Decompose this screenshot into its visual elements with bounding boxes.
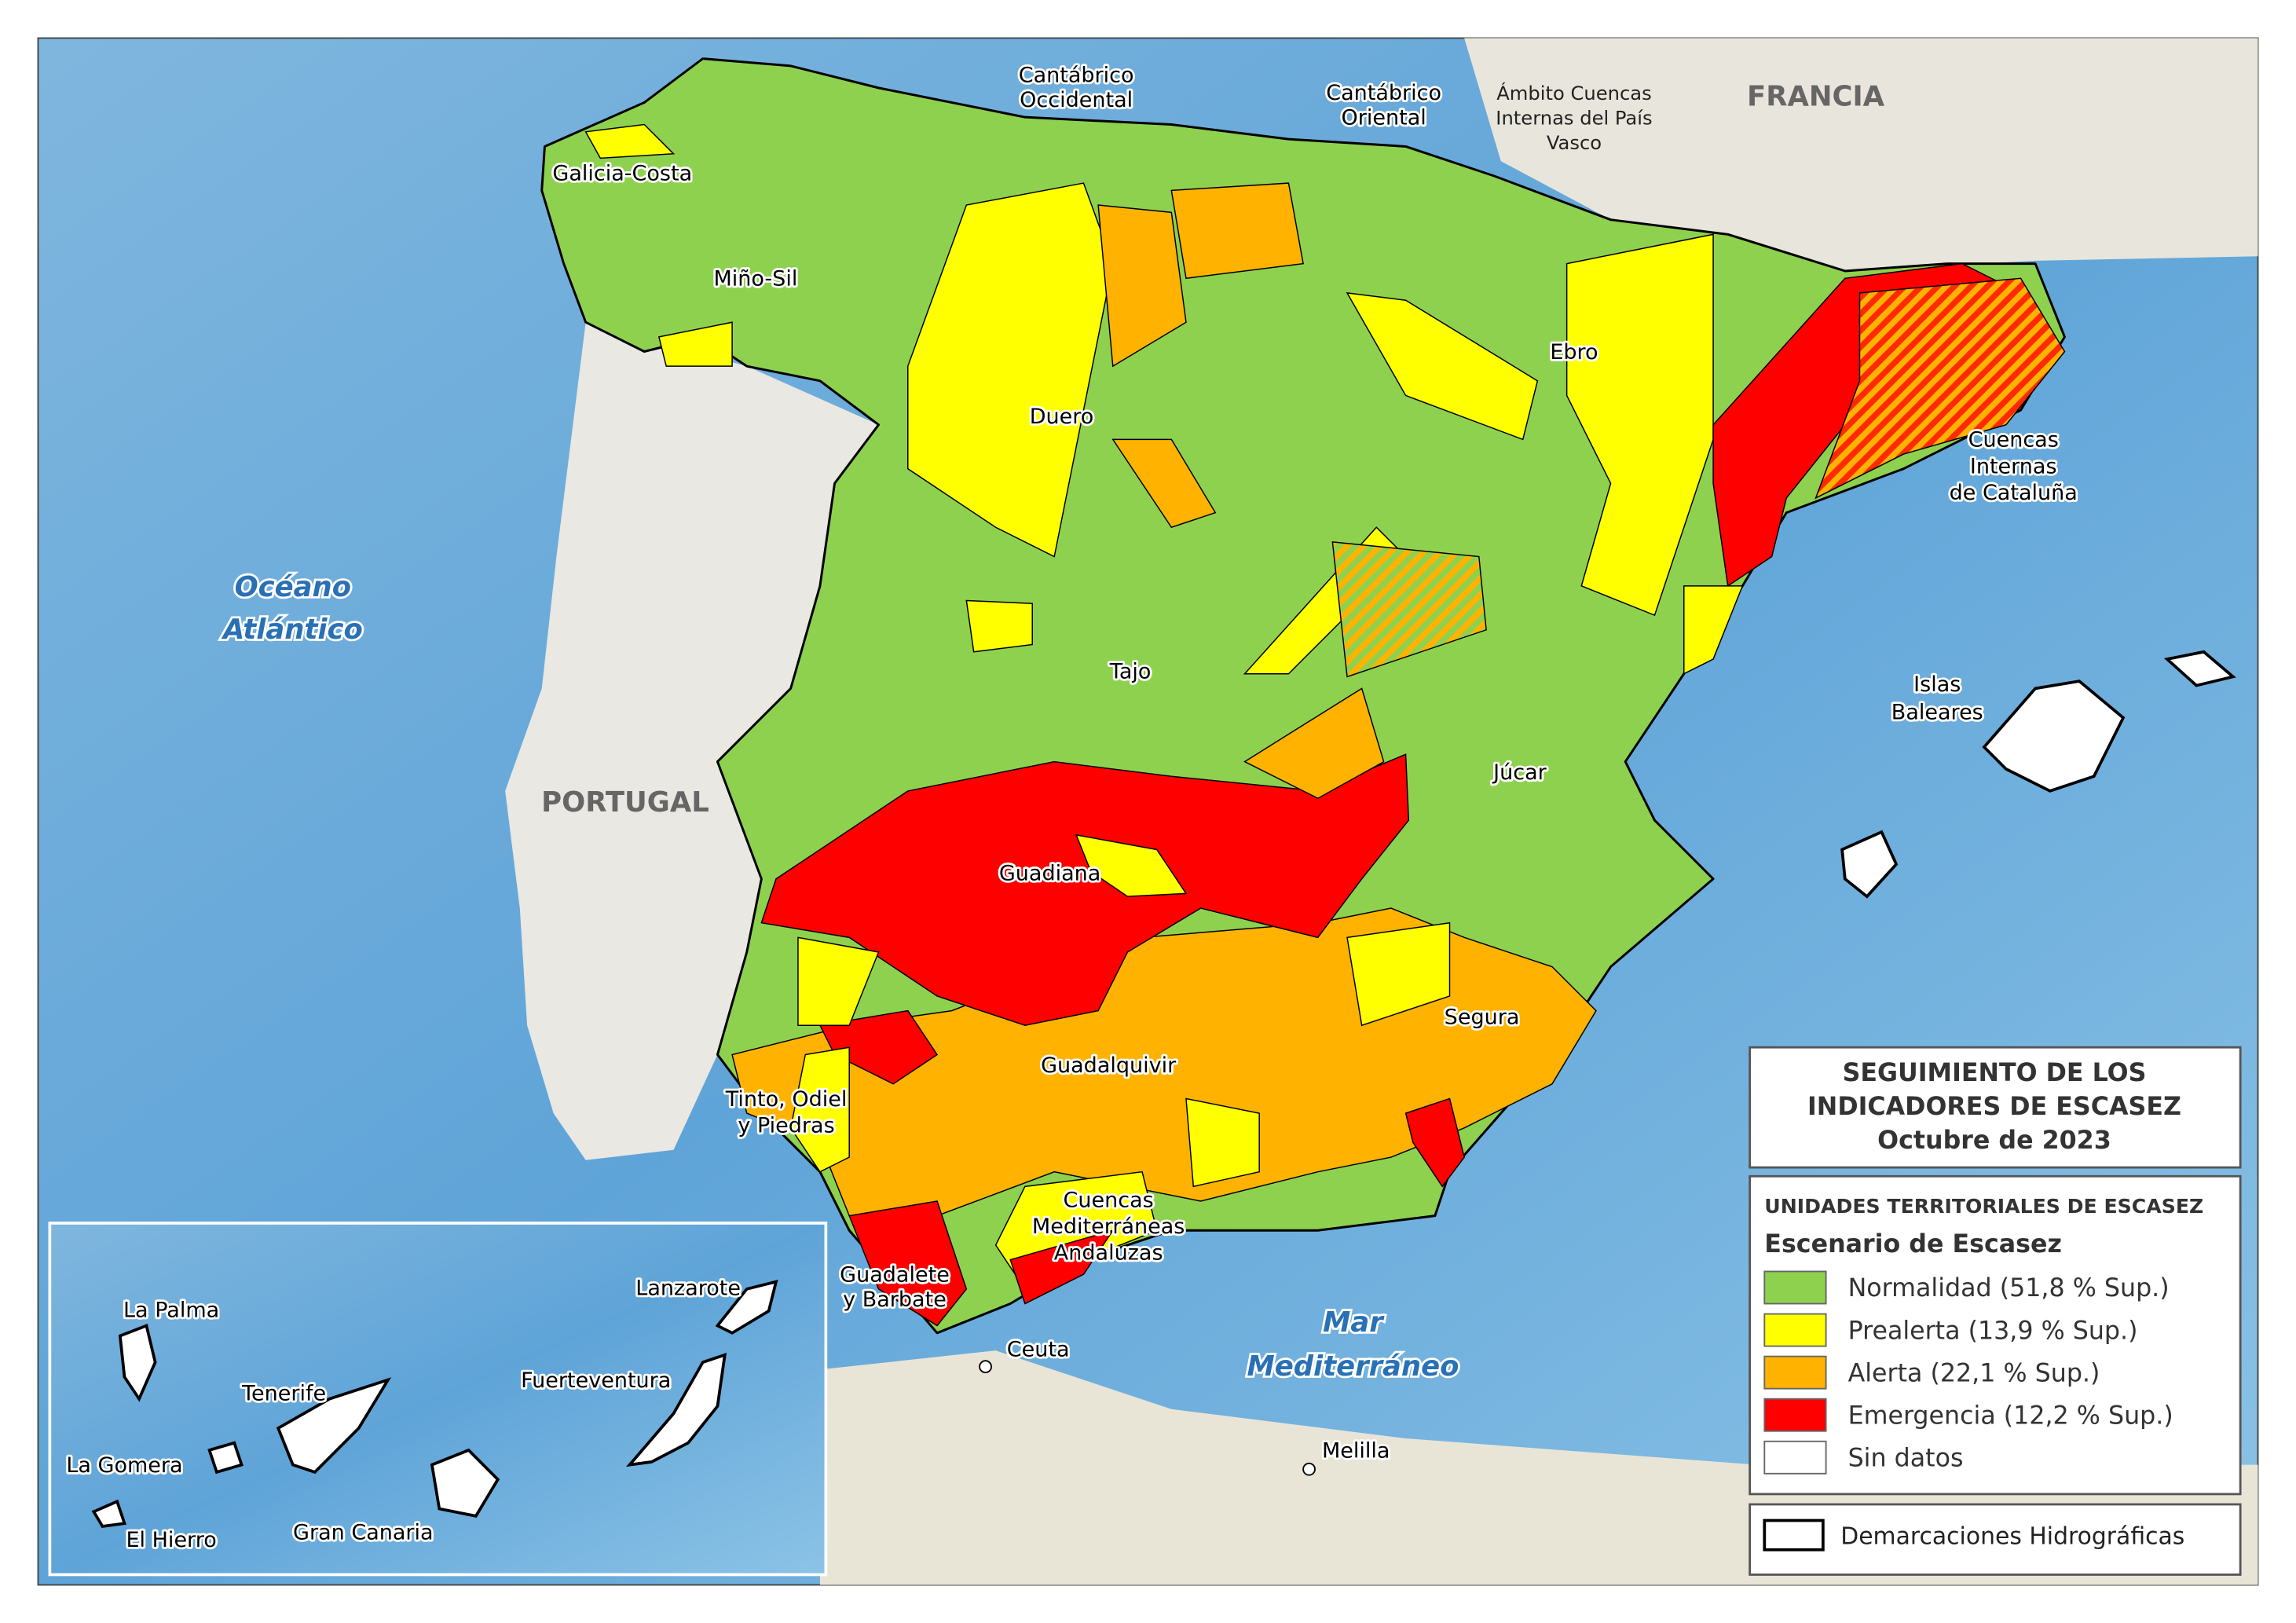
map-label: Islas bbox=[1913, 672, 1961, 697]
unit-alert bbox=[1111, 438, 1217, 529]
map-label: Melilla bbox=[1322, 1438, 1390, 1463]
map-label: Tenerife bbox=[241, 1382, 326, 1406]
legend-swatch bbox=[1763, 1270, 1827, 1305]
legend-label: Sin datos bbox=[1848, 1444, 1964, 1472]
map-label: Oriental bbox=[1341, 105, 1426, 130]
map-label: Guadiana bbox=[999, 862, 1100, 886]
legend-swatch bbox=[1763, 1313, 1827, 1347]
unit-prealert bbox=[789, 1046, 850, 1173]
boundary-box bbox=[1749, 1503, 2242, 1576]
map-label: FRANCIA bbox=[1747, 80, 1885, 112]
map-label: Ebro bbox=[1550, 340, 1598, 365]
legend-box bbox=[1749, 1174, 2242, 1496]
ceuta bbox=[979, 1360, 992, 1374]
map-label: Ámbito Cuencas bbox=[1496, 82, 1652, 104]
map-label: Vasco bbox=[1547, 132, 1602, 154]
map-label: y Barbate bbox=[843, 1288, 947, 1312]
map-label: Fuerteventura bbox=[521, 1368, 671, 1393]
map-label: y Piedras bbox=[738, 1113, 834, 1138]
baleares bbox=[1840, 650, 2236, 899]
unit-prealert bbox=[1185, 1097, 1260, 1188]
map-label: Internas del País bbox=[1496, 107, 1652, 129]
map-label: Galicia-Costa bbox=[552, 161, 692, 185]
unit-prealert bbox=[1346, 291, 1539, 441]
unit-emergency bbox=[1404, 1097, 1465, 1188]
legend-swatch bbox=[1763, 1398, 1827, 1432]
legend-label: Emergencia (12,2 % Sup.) bbox=[1848, 1401, 2173, 1430]
unit-prealert bbox=[965, 599, 1033, 653]
boundary-swatch bbox=[1763, 1519, 1825, 1552]
map-label: Internas bbox=[1970, 454, 2057, 478]
unit-prealert bbox=[657, 321, 733, 367]
unit-prealert bbox=[584, 123, 676, 159]
portugal bbox=[505, 322, 879, 1160]
map-label: El Hierro bbox=[126, 1528, 216, 1552]
unit-prealert bbox=[1683, 585, 1744, 675]
unit-alert bbox=[1243, 687, 1385, 800]
unit-prealert bbox=[1346, 921, 1451, 1027]
map-label: Gran Canaria bbox=[293, 1521, 434, 1545]
unit-alert bbox=[1097, 204, 1187, 368]
unit-alert bbox=[1170, 182, 1304, 280]
legend-label: Prealerta (13,9 % Sup.) bbox=[1848, 1317, 2138, 1345]
map-label: Atlántico bbox=[221, 614, 363, 646]
map-label: Océano bbox=[235, 571, 352, 603]
legend-title-box bbox=[1749, 1046, 2242, 1169]
map-label: Guadalquivir bbox=[1041, 1053, 1177, 1078]
map-label: Andaluzas bbox=[1054, 1241, 1163, 1266]
unit-emergency bbox=[760, 753, 1410, 1027]
map-label: Segura bbox=[1445, 1005, 1520, 1029]
scarcity-units bbox=[584, 123, 2066, 1327]
melilla bbox=[1302, 1462, 1316, 1476]
map-label: Guadalete bbox=[840, 1263, 950, 1288]
boundary-label: Demarcaciones Hidrográficas bbox=[1840, 1522, 2184, 1550]
unit-hatched bbox=[1331, 541, 1487, 678]
legend-heading: UNIDADES TERRITORIALES DE ESCASEZ bbox=[1764, 1195, 2203, 1218]
legend-title: Octubre de 2023 bbox=[1877, 1127, 2111, 1155]
map-label: Mediterráneo bbox=[1247, 1350, 1459, 1383]
map-label: Júcar bbox=[1492, 760, 1547, 785]
map-label: Occidental bbox=[1020, 88, 1133, 112]
legend-label: Alerta (22,1 % Sup.) bbox=[1848, 1359, 2100, 1387]
map-label: Baleares bbox=[1891, 701, 1983, 725]
unit-alert-hatched bbox=[1814, 277, 2066, 500]
map-label: Cuencas bbox=[1064, 1188, 1154, 1212]
unit-prealert bbox=[1075, 833, 1188, 897]
map-label: Mar bbox=[1323, 1306, 1385, 1339]
map-label: Duero bbox=[1030, 405, 1094, 429]
map-label: Mediterráneas bbox=[1032, 1215, 1185, 1239]
map-label: La Gomera bbox=[66, 1453, 182, 1478]
legend-subheading: Escenario de Escasez bbox=[1764, 1230, 2062, 1258]
unit-prealert bbox=[1565, 233, 1714, 617]
map-label: de Cataluña bbox=[1950, 481, 2078, 505]
map-label: Ceuta bbox=[1007, 1338, 1070, 1362]
legend-label: Normalidad (51,8 % Sup.) bbox=[1848, 1274, 2170, 1302]
map-label: Tinto, Odiel bbox=[725, 1087, 848, 1112]
map-label: Cuencas bbox=[1968, 428, 2059, 452]
map-label: Cantábrico bbox=[1326, 81, 1441, 105]
unit-emergency bbox=[848, 1200, 968, 1327]
map-label: La Palma bbox=[123, 1298, 219, 1322]
legend-swatch bbox=[1763, 1440, 1827, 1475]
legend-title: SEGUIMIENTO DE LOS bbox=[1843, 1059, 2147, 1087]
map-label: Miño-Sil bbox=[713, 267, 797, 291]
legend-title: INDICADORES DE ESCASEZ bbox=[1807, 1093, 2181, 1121]
unit-prealert bbox=[797, 936, 880, 1026]
legend-swatch bbox=[1763, 1355, 1827, 1390]
france bbox=[1464, 38, 2258, 271]
canarias bbox=[91, 1279, 778, 1528]
map-label: PORTUGAL bbox=[541, 786, 709, 819]
map-label: Tajo bbox=[1109, 659, 1152, 683]
unit-prealert bbox=[907, 182, 1114, 558]
map-label: Lanzarote bbox=[635, 1276, 741, 1300]
unit-emergency bbox=[1009, 1229, 1115, 1305]
map-label: Cantábrico bbox=[1019, 63, 1134, 87]
